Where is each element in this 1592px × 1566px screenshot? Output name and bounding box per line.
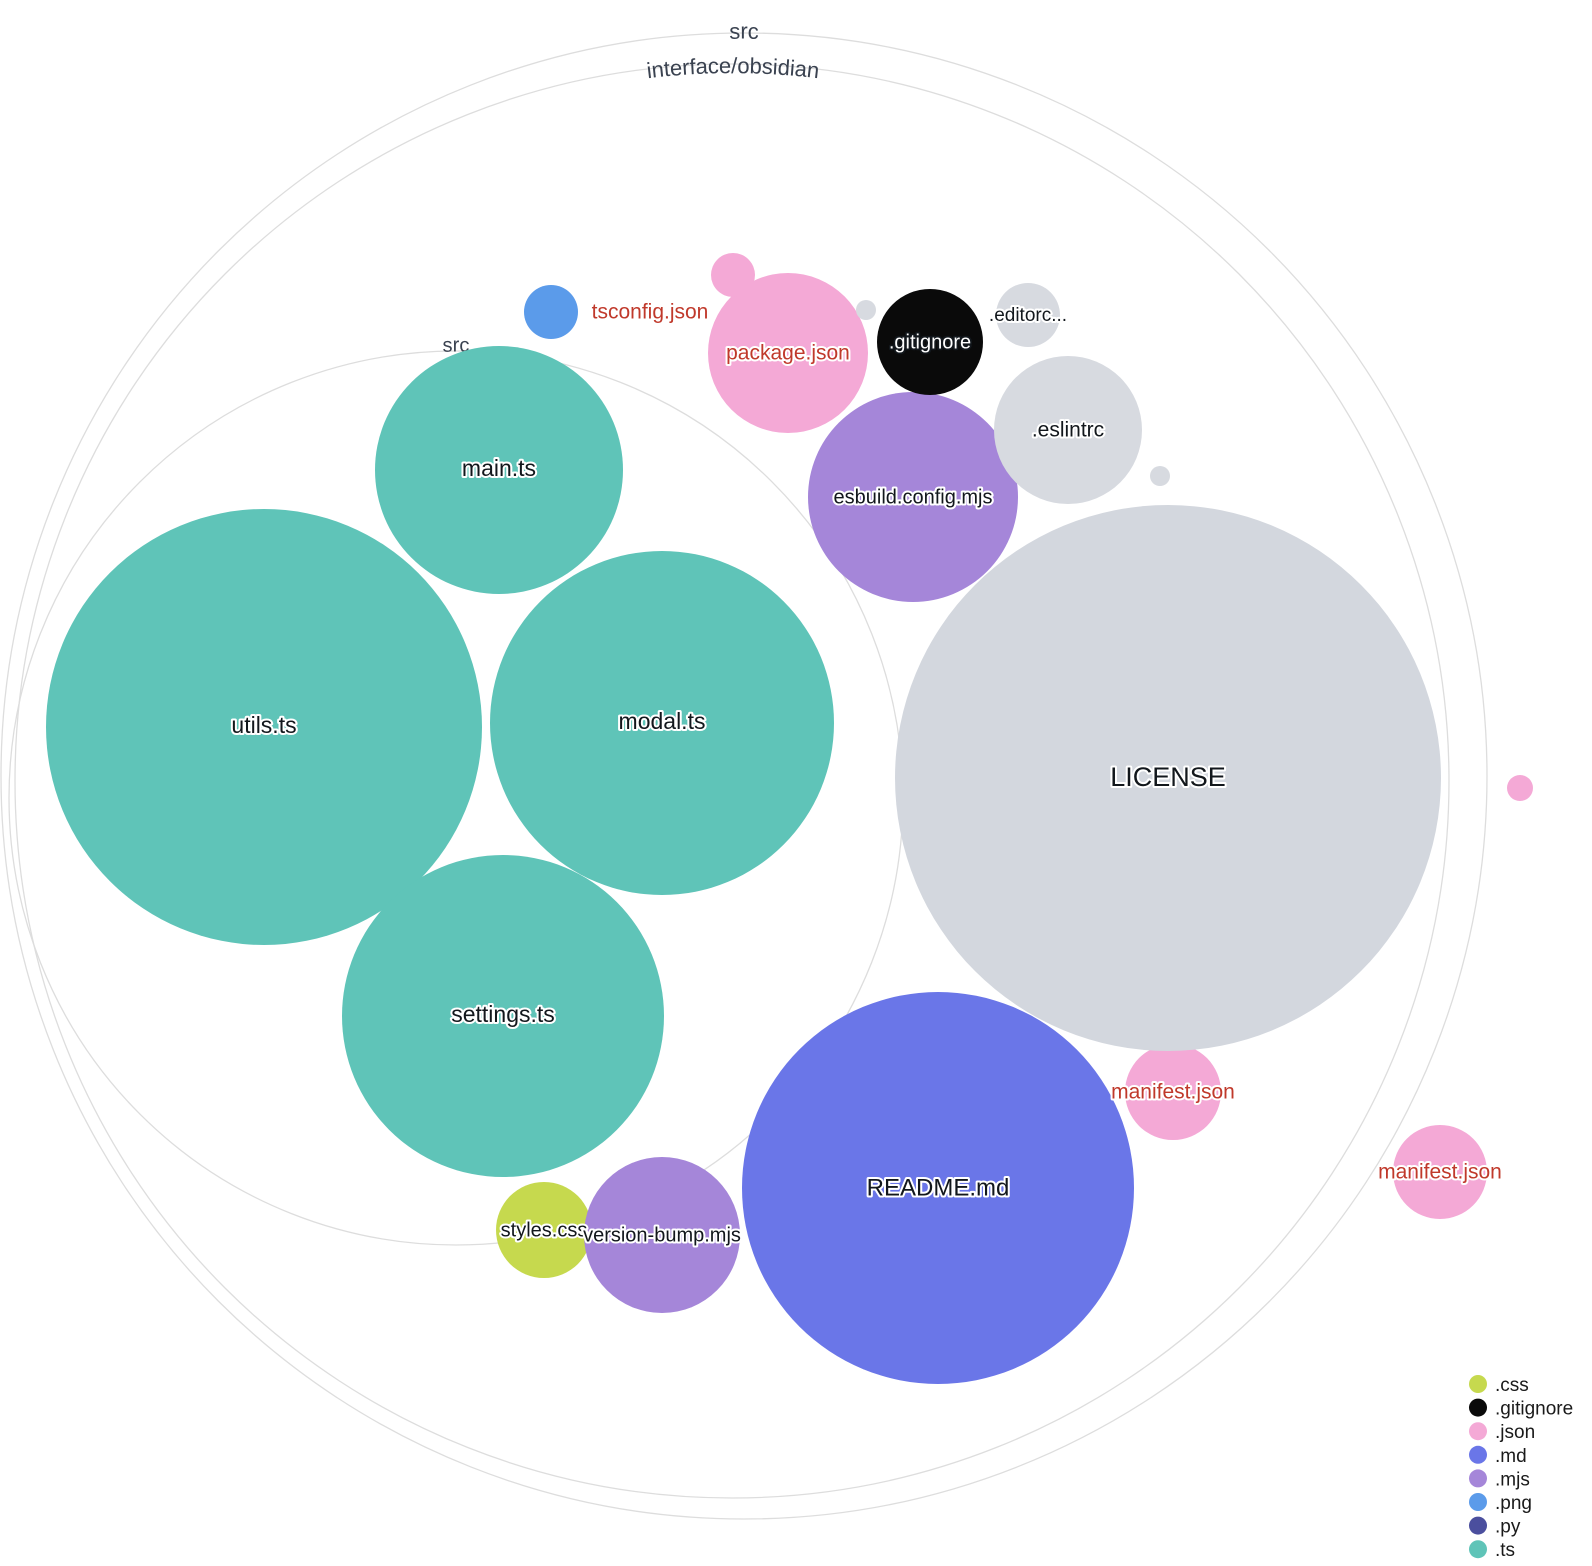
svg-text:.mjs: .mjs (1495, 1469, 1530, 1490)
svg-text:.json: .json (1495, 1422, 1535, 1443)
svg-text:.py: .py (1495, 1517, 1521, 1538)
svg-text:.gitignore: .gitignore (1495, 1399, 1573, 1420)
svg-text:.css: .css (1495, 1375, 1529, 1396)
svg-text:.md: .md (1495, 1446, 1527, 1467)
svg-text:.ts: .ts (1495, 1540, 1515, 1561)
svg-text:.png: .png (1495, 1493, 1532, 1514)
